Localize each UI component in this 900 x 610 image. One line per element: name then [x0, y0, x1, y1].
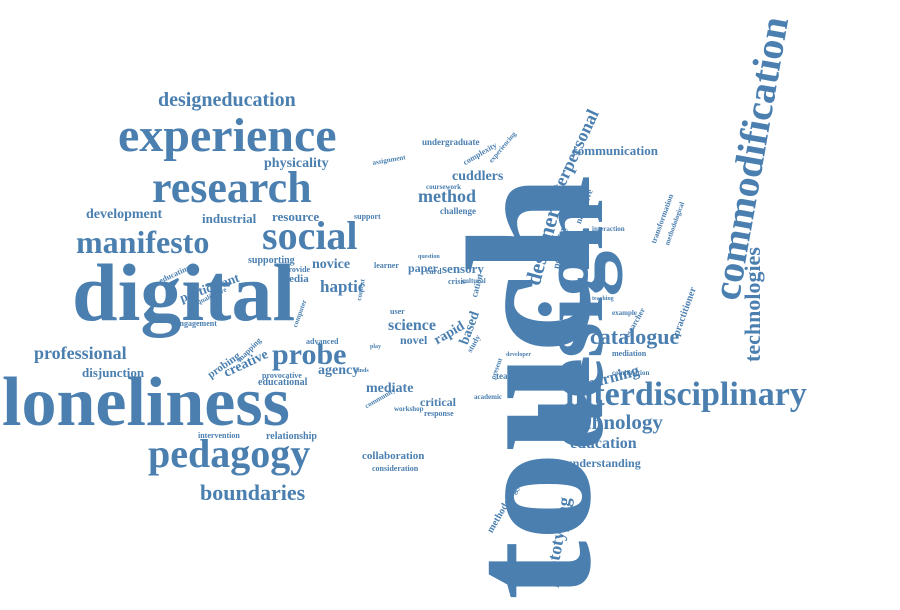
word-mediate: mediate: [366, 381, 414, 396]
word-digital: digital: [72, 247, 296, 338]
word-provocative: provocative: [262, 371, 302, 380]
word-supporting: supporting: [248, 255, 295, 266]
word-communication: communication: [572, 143, 658, 158]
word-developer: developer: [506, 352, 531, 358]
word-social: social: [262, 213, 358, 258]
word-workshop: workshop: [394, 405, 424, 413]
word-education: education: [570, 435, 637, 452]
word-consideration: consideration: [372, 464, 419, 473]
word-teacher: teacher: [496, 371, 525, 381]
word-play: play: [370, 344, 382, 350]
word-designeducation: designeducation: [158, 89, 296, 111]
word-critical: critical: [420, 395, 456, 409]
word-physicality: physicality: [264, 156, 329, 171]
word-intervention: intervention: [198, 431, 240, 440]
word-experience: experience: [118, 109, 337, 162]
word-sensory: sensory: [442, 261, 484, 276]
word-assignment: assignment: [371, 153, 407, 167]
word-method: method: [418, 186, 476, 206]
word-science: science: [388, 317, 436, 334]
word-mediation: mediation: [612, 349, 647, 358]
word-haptic: haptic: [320, 277, 366, 296]
word-teaching: teaching: [592, 296, 614, 302]
word-loneliness: loneliness: [2, 364, 290, 441]
word-question: question: [418, 254, 440, 260]
word-cultural: cultural: [462, 277, 486, 285]
word-professional: professional: [34, 343, 127, 363]
word-collaboration: collaboration: [362, 450, 425, 462]
word-provide: provide: [284, 265, 311, 274]
word-support: support: [354, 212, 381, 221]
word-cuddlers: cuddlers: [452, 169, 504, 184]
word-crisis: crisis: [448, 277, 466, 286]
word-practitioner: practitioner: [671, 285, 699, 338]
word-catalogue: catalogue: [590, 324, 680, 349]
word-paper: paper: [408, 261, 438, 275]
word-advanced: advanced: [306, 337, 339, 346]
word-undergraduate: undergraduate: [422, 137, 480, 147]
word-example: example: [612, 309, 637, 317]
word-agency: agency: [318, 363, 360, 378]
word-coursework: coursework: [426, 183, 461, 191]
word-card: card: [426, 267, 442, 276]
word-development: development: [86, 207, 163, 222]
word-relationship: relationship: [266, 431, 317, 442]
word-user: user: [390, 307, 405, 316]
word-academic: academic: [474, 393, 502, 401]
word-research: research: [152, 163, 312, 212]
word-educational: educational: [258, 377, 308, 388]
word-combination: combination: [612, 369, 650, 377]
word-understanding: understanding: [566, 456, 641, 470]
word-interaction: interaction: [592, 225, 625, 233]
word-technologies: technologies: [740, 247, 765, 362]
word-challenge: challenge: [440, 206, 476, 216]
word-media: media: [280, 273, 309, 285]
word-response: response: [424, 409, 454, 418]
word-disjunction: disjunction: [82, 365, 145, 380]
word-novel: novel: [400, 333, 428, 347]
word-probe: probe: [272, 338, 347, 371]
word-industrial: industrial: [202, 211, 257, 226]
word-engagement: engagement: [176, 319, 217, 328]
word-concern: concern: [490, 251, 514, 259]
word-boundaries: boundaries: [200, 480, 306, 505]
word-technology: technology: [566, 410, 663, 434]
word-novice: novice: [312, 257, 351, 272]
word-learner: learner: [374, 261, 399, 270]
word-interdisciplinary: interdisciplinary: [565, 376, 807, 413]
word-finds: finds: [356, 368, 369, 374]
word-manifesto: manifesto: [76, 224, 210, 260]
word-pedagogy: pedagogy: [148, 431, 311, 476]
word-resource: resource: [272, 209, 320, 224]
